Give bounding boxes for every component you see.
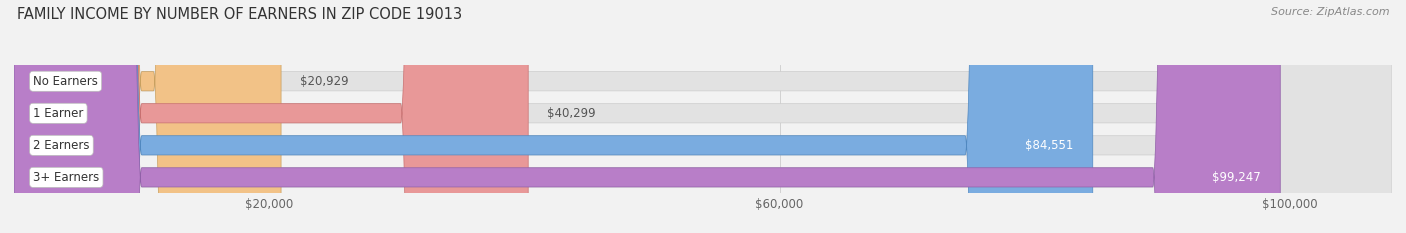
Text: $20,929: $20,929 xyxy=(301,75,349,88)
FancyBboxPatch shape xyxy=(14,0,1392,233)
FancyBboxPatch shape xyxy=(14,0,529,233)
FancyBboxPatch shape xyxy=(14,0,281,233)
Text: Source: ZipAtlas.com: Source: ZipAtlas.com xyxy=(1271,7,1389,17)
Text: FAMILY INCOME BY NUMBER OF EARNERS IN ZIP CODE 19013: FAMILY INCOME BY NUMBER OF EARNERS IN ZI… xyxy=(17,7,463,22)
FancyBboxPatch shape xyxy=(14,0,1392,233)
Text: $40,299: $40,299 xyxy=(547,107,596,120)
Text: 3+ Earners: 3+ Earners xyxy=(34,171,100,184)
Text: $99,247: $99,247 xyxy=(1212,171,1261,184)
Text: No Earners: No Earners xyxy=(34,75,98,88)
FancyBboxPatch shape xyxy=(14,0,1281,233)
Text: 1 Earner: 1 Earner xyxy=(34,107,83,120)
FancyBboxPatch shape xyxy=(14,0,1392,233)
FancyBboxPatch shape xyxy=(14,0,1392,233)
FancyBboxPatch shape xyxy=(14,0,1092,233)
Text: $84,551: $84,551 xyxy=(1025,139,1074,152)
Text: 2 Earners: 2 Earners xyxy=(34,139,90,152)
